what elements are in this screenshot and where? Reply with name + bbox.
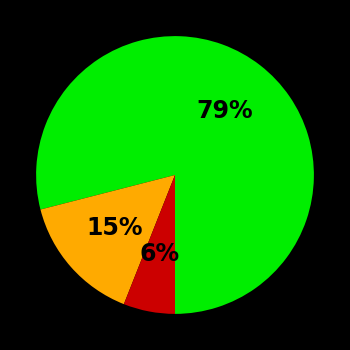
Wedge shape <box>124 175 175 314</box>
Text: 79%: 79% <box>196 99 253 123</box>
Text: 15%: 15% <box>86 216 143 240</box>
Text: 6%: 6% <box>140 242 180 266</box>
Wedge shape <box>41 175 175 304</box>
Wedge shape <box>36 36 314 314</box>
